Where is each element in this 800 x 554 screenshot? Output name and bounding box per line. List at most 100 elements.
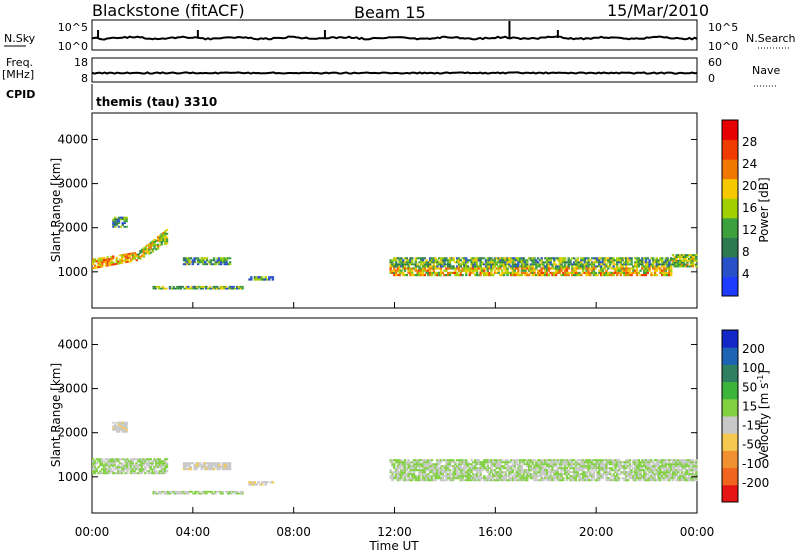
echo-cell — [621, 271, 624, 274]
echo-cell — [457, 459, 461, 462]
echo-cell — [474, 477, 477, 480]
echo-cell — [423, 479, 426, 482]
echo-cell — [398, 263, 401, 266]
echo-cell — [492, 479, 495, 482]
echo-cell — [509, 265, 513, 268]
echo-cell — [144, 245, 147, 248]
echo-cell — [138, 464, 142, 467]
echo-cell — [420, 465, 423, 468]
echo-cell — [432, 263, 435, 266]
echo-cell — [605, 477, 608, 480]
echo-cell — [188, 261, 191, 264]
echo-cell — [513, 467, 516, 470]
echo-cell — [262, 481, 266, 484]
echo-cell — [475, 263, 479, 266]
echo-cell — [625, 263, 628, 266]
echo-cell — [230, 285, 233, 288]
echo-cell — [652, 463, 655, 466]
echo-cell — [474, 473, 477, 476]
echo-cell — [403, 265, 407, 268]
echo-cell — [450, 479, 453, 482]
echo-cell — [553, 469, 556, 472]
echo-cell — [146, 470, 149, 473]
echo-cell — [147, 466, 151, 469]
echo-cell — [427, 267, 430, 270]
echo-cell — [675, 465, 678, 468]
echo-cell — [529, 477, 533, 480]
echo-cell — [156, 466, 160, 469]
echo-cell — [112, 257, 115, 260]
nsky-label: N.Sky — [4, 32, 36, 45]
echo-cell — [110, 470, 113, 473]
echo-cell — [589, 465, 592, 468]
echo-cell — [409, 271, 412, 274]
echo-cell — [439, 263, 443, 266]
echo-cell — [479, 274, 482, 277]
echo-cell — [504, 473, 507, 476]
echo-cell — [402, 471, 405, 474]
echo-cell — [484, 271, 488, 274]
echo-cell — [515, 267, 518, 270]
echo-cell — [396, 257, 400, 260]
velocity-panel-frame — [91, 317, 698, 514]
echo-cell — [583, 459, 587, 462]
echo-cell — [177, 490, 181, 493]
echo-cell — [682, 261, 685, 264]
echo-cell — [668, 259, 671, 262]
echo-cell — [124, 466, 127, 469]
echo-cell — [466, 265, 470, 268]
echo-cell — [655, 269, 658, 272]
echo-cell — [493, 465, 497, 468]
echo-cell — [668, 271, 671, 274]
echo-cell — [119, 462, 122, 465]
echo-cell — [427, 269, 430, 272]
echo-cell — [405, 475, 408, 478]
echo-cell — [540, 463, 543, 466]
echo-cell — [572, 257, 576, 260]
echo-cell — [158, 470, 161, 473]
echo-cell — [400, 471, 403, 474]
echo-cell — [207, 466, 210, 469]
echo-cell — [409, 477, 412, 480]
echo-cell — [129, 464, 133, 467]
echo-cell — [601, 269, 605, 272]
echo-cell — [416, 271, 419, 274]
echo-cell — [601, 477, 605, 480]
echo-cell — [506, 261, 509, 264]
echo-cell — [457, 274, 461, 277]
echo-cell — [578, 267, 581, 270]
echo-cell — [223, 468, 226, 471]
echo-cell — [659, 465, 662, 468]
echo-cell — [470, 479, 473, 482]
echo-cell — [522, 475, 525, 478]
echo-cell — [617, 465, 621, 468]
echo-cell — [583, 271, 587, 274]
echo-cell — [427, 469, 430, 472]
echo-cell — [580, 467, 583, 470]
echo-cell — [432, 469, 435, 472]
echo-cell — [497, 269, 500, 272]
echo-cell — [475, 463, 479, 466]
echo-cell — [418, 463, 421, 466]
echo-cell — [456, 257, 459, 260]
echo-cell — [553, 459, 556, 462]
echo-cell — [504, 259, 507, 262]
echo-cell — [576, 274, 579, 277]
echo-cell — [626, 475, 630, 478]
echo-cell — [122, 259, 126, 262]
echo-cell — [216, 261, 219, 264]
echo-cell — [508, 261, 511, 264]
colorbar-swatch — [722, 450, 738, 469]
echo-cell — [625, 471, 628, 474]
echo-cell — [569, 463, 572, 466]
echo-cell — [661, 473, 664, 476]
nave-tick-bottom: 0 — [708, 72, 715, 85]
echo-cell — [474, 274, 477, 277]
echo-cell — [547, 477, 551, 480]
echo-cell — [592, 467, 596, 470]
echo-cell — [405, 473, 408, 476]
echo-cell — [423, 274, 426, 277]
echo-cell — [117, 225, 121, 228]
echo-cell — [239, 490, 242, 493]
echo-cell — [459, 265, 462, 268]
